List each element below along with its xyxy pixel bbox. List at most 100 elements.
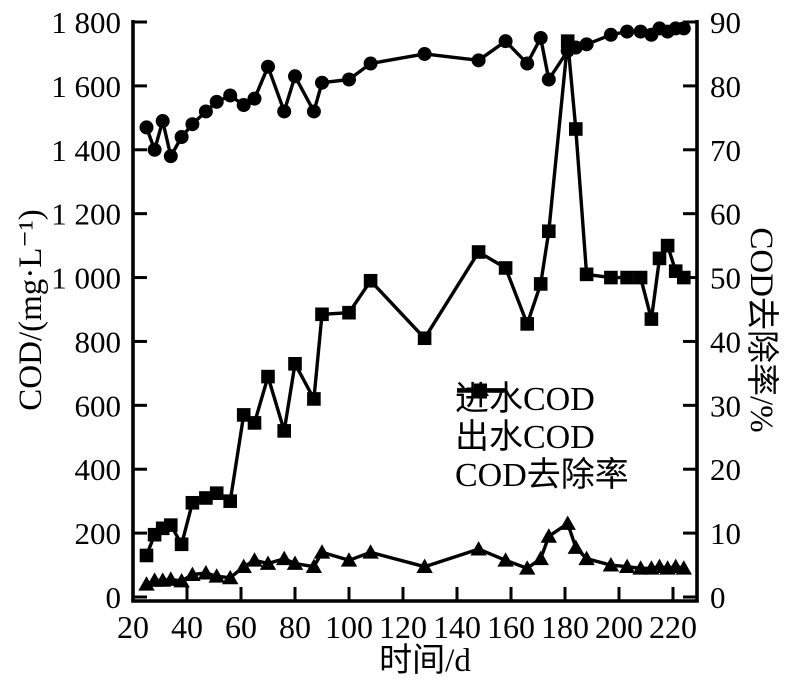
data-point-square <box>363 273 378 288</box>
x-tick-label: 160 <box>487 609 535 645</box>
data-point-square <box>660 238 675 253</box>
data-point-square <box>209 486 224 500</box>
x-tick-label: 120 <box>379 609 427 645</box>
data-point-triangle <box>470 541 487 556</box>
data-point-circle <box>676 21 691 36</box>
data-point-circle <box>236 98 251 113</box>
data-point-triangle <box>602 557 620 572</box>
circle-marker-icon <box>457 383 505 397</box>
data-point-square <box>471 245 486 259</box>
left-tick-label: 800 <box>75 324 122 359</box>
data-point-circle <box>247 91 262 106</box>
data-point-circle <box>223 88 238 103</box>
data-point-circle <box>315 75 329 90</box>
data-point-triangle <box>567 539 584 554</box>
data-point-square <box>579 267 594 282</box>
legend-item-cod-removal: COD去除率 <box>455 383 629 494</box>
data-point-triangle <box>362 544 379 559</box>
right-tick-label: 50 <box>710 261 741 296</box>
data-point-triangle <box>162 571 179 586</box>
legend: 进水COD 出水COD COD去除率 <box>455 381 629 494</box>
data-point-triangle <box>340 552 358 567</box>
data-point-triangle <box>246 552 263 567</box>
data-point-square <box>620 270 634 285</box>
data-point-triangle <box>540 528 557 543</box>
data-point-square <box>261 369 275 384</box>
data-point-square <box>307 392 321 406</box>
data-point-triangle <box>313 544 331 559</box>
data-point-circle <box>471 53 486 68</box>
left-tick-label: 0 <box>106 580 122 615</box>
right-tick-label: 20 <box>710 452 741 487</box>
data-point-square <box>542 224 556 239</box>
x-tick-label: 200 <box>595 609 643 645</box>
data-point-triangle <box>173 573 190 588</box>
data-point-triangle <box>138 576 155 591</box>
data-point-square <box>533 277 548 291</box>
legend-label-cod-removal: COD去除率 <box>455 457 629 494</box>
data-point-square <box>498 261 513 275</box>
right-tick-label: 70 <box>710 133 741 168</box>
x-axis-title: 时间/d <box>379 643 471 679</box>
data-point-triangle <box>416 558 433 574</box>
data-point-circle <box>139 120 154 135</box>
right-tick-label: 90 <box>710 5 741 40</box>
data-point-triangle <box>618 558 636 574</box>
right-axis-title: COD去除率/% <box>743 227 779 433</box>
data-point-circle <box>633 24 648 39</box>
data-point-triangle <box>286 555 304 570</box>
data-point-circle <box>579 37 594 52</box>
data-point-square <box>288 357 302 371</box>
data-point-circle <box>277 104 292 119</box>
left-tick-label: 200 <box>75 516 122 551</box>
right-tick-label: 80 <box>710 69 741 104</box>
data-point-circle <box>363 56 378 71</box>
data-point-circle <box>163 149 178 164</box>
left-tick-label: 1 600 <box>51 69 121 104</box>
data-point-square <box>185 495 200 510</box>
x-tick-label: 40 <box>171 609 203 645</box>
data-point-square <box>342 305 356 320</box>
data-point-circle <box>533 30 548 45</box>
right-tick-label: 60 <box>710 197 741 232</box>
data-point-triangle <box>532 550 549 566</box>
left-tick-label: 1 800 <box>51 5 121 40</box>
data-point-triangle <box>632 560 649 575</box>
x-tick-label: 180 <box>541 609 589 645</box>
data-point-square <box>652 251 667 266</box>
data-point-circle <box>209 94 224 109</box>
left-tick-label: 400 <box>75 452 122 487</box>
left-tick-label: 1 400 <box>51 133 121 168</box>
x-tick-label: 60 <box>225 609 257 645</box>
data-point-triangle <box>497 552 514 567</box>
data-point-square <box>677 270 691 285</box>
right-tick-label: 0 <box>710 580 726 615</box>
data-point-square <box>644 312 659 326</box>
data-point-square <box>417 331 432 346</box>
legend-item-effluent-cod: 出水COD <box>455 383 629 456</box>
data-point-triangle <box>184 566 201 582</box>
data-point-triangle <box>559 515 576 530</box>
data-point-square <box>236 408 251 422</box>
data-point-square <box>164 518 178 532</box>
data-point-circle <box>568 40 583 55</box>
data-point-circle <box>147 142 162 157</box>
data-point-triangle <box>259 555 277 570</box>
data-point-triangle <box>222 569 239 585</box>
data-point-circle <box>498 34 513 49</box>
right-tick-label: 30 <box>710 388 741 423</box>
data-point-triangle <box>197 565 215 580</box>
data-point-circle <box>198 104 213 119</box>
data-point-triangle <box>208 568 225 583</box>
x-tick-label: 220 <box>649 609 697 645</box>
x-tick-label: 80 <box>279 609 311 645</box>
data-point-triangle <box>235 558 252 574</box>
series-line-triangle <box>144 521 686 586</box>
right-tick-label: 10 <box>710 516 741 551</box>
x-tick-label: 100 <box>325 609 373 645</box>
data-point-circle <box>174 130 189 144</box>
data-point-circle <box>288 69 302 84</box>
data-point-circle <box>155 114 170 129</box>
data-point-circle <box>342 72 356 87</box>
